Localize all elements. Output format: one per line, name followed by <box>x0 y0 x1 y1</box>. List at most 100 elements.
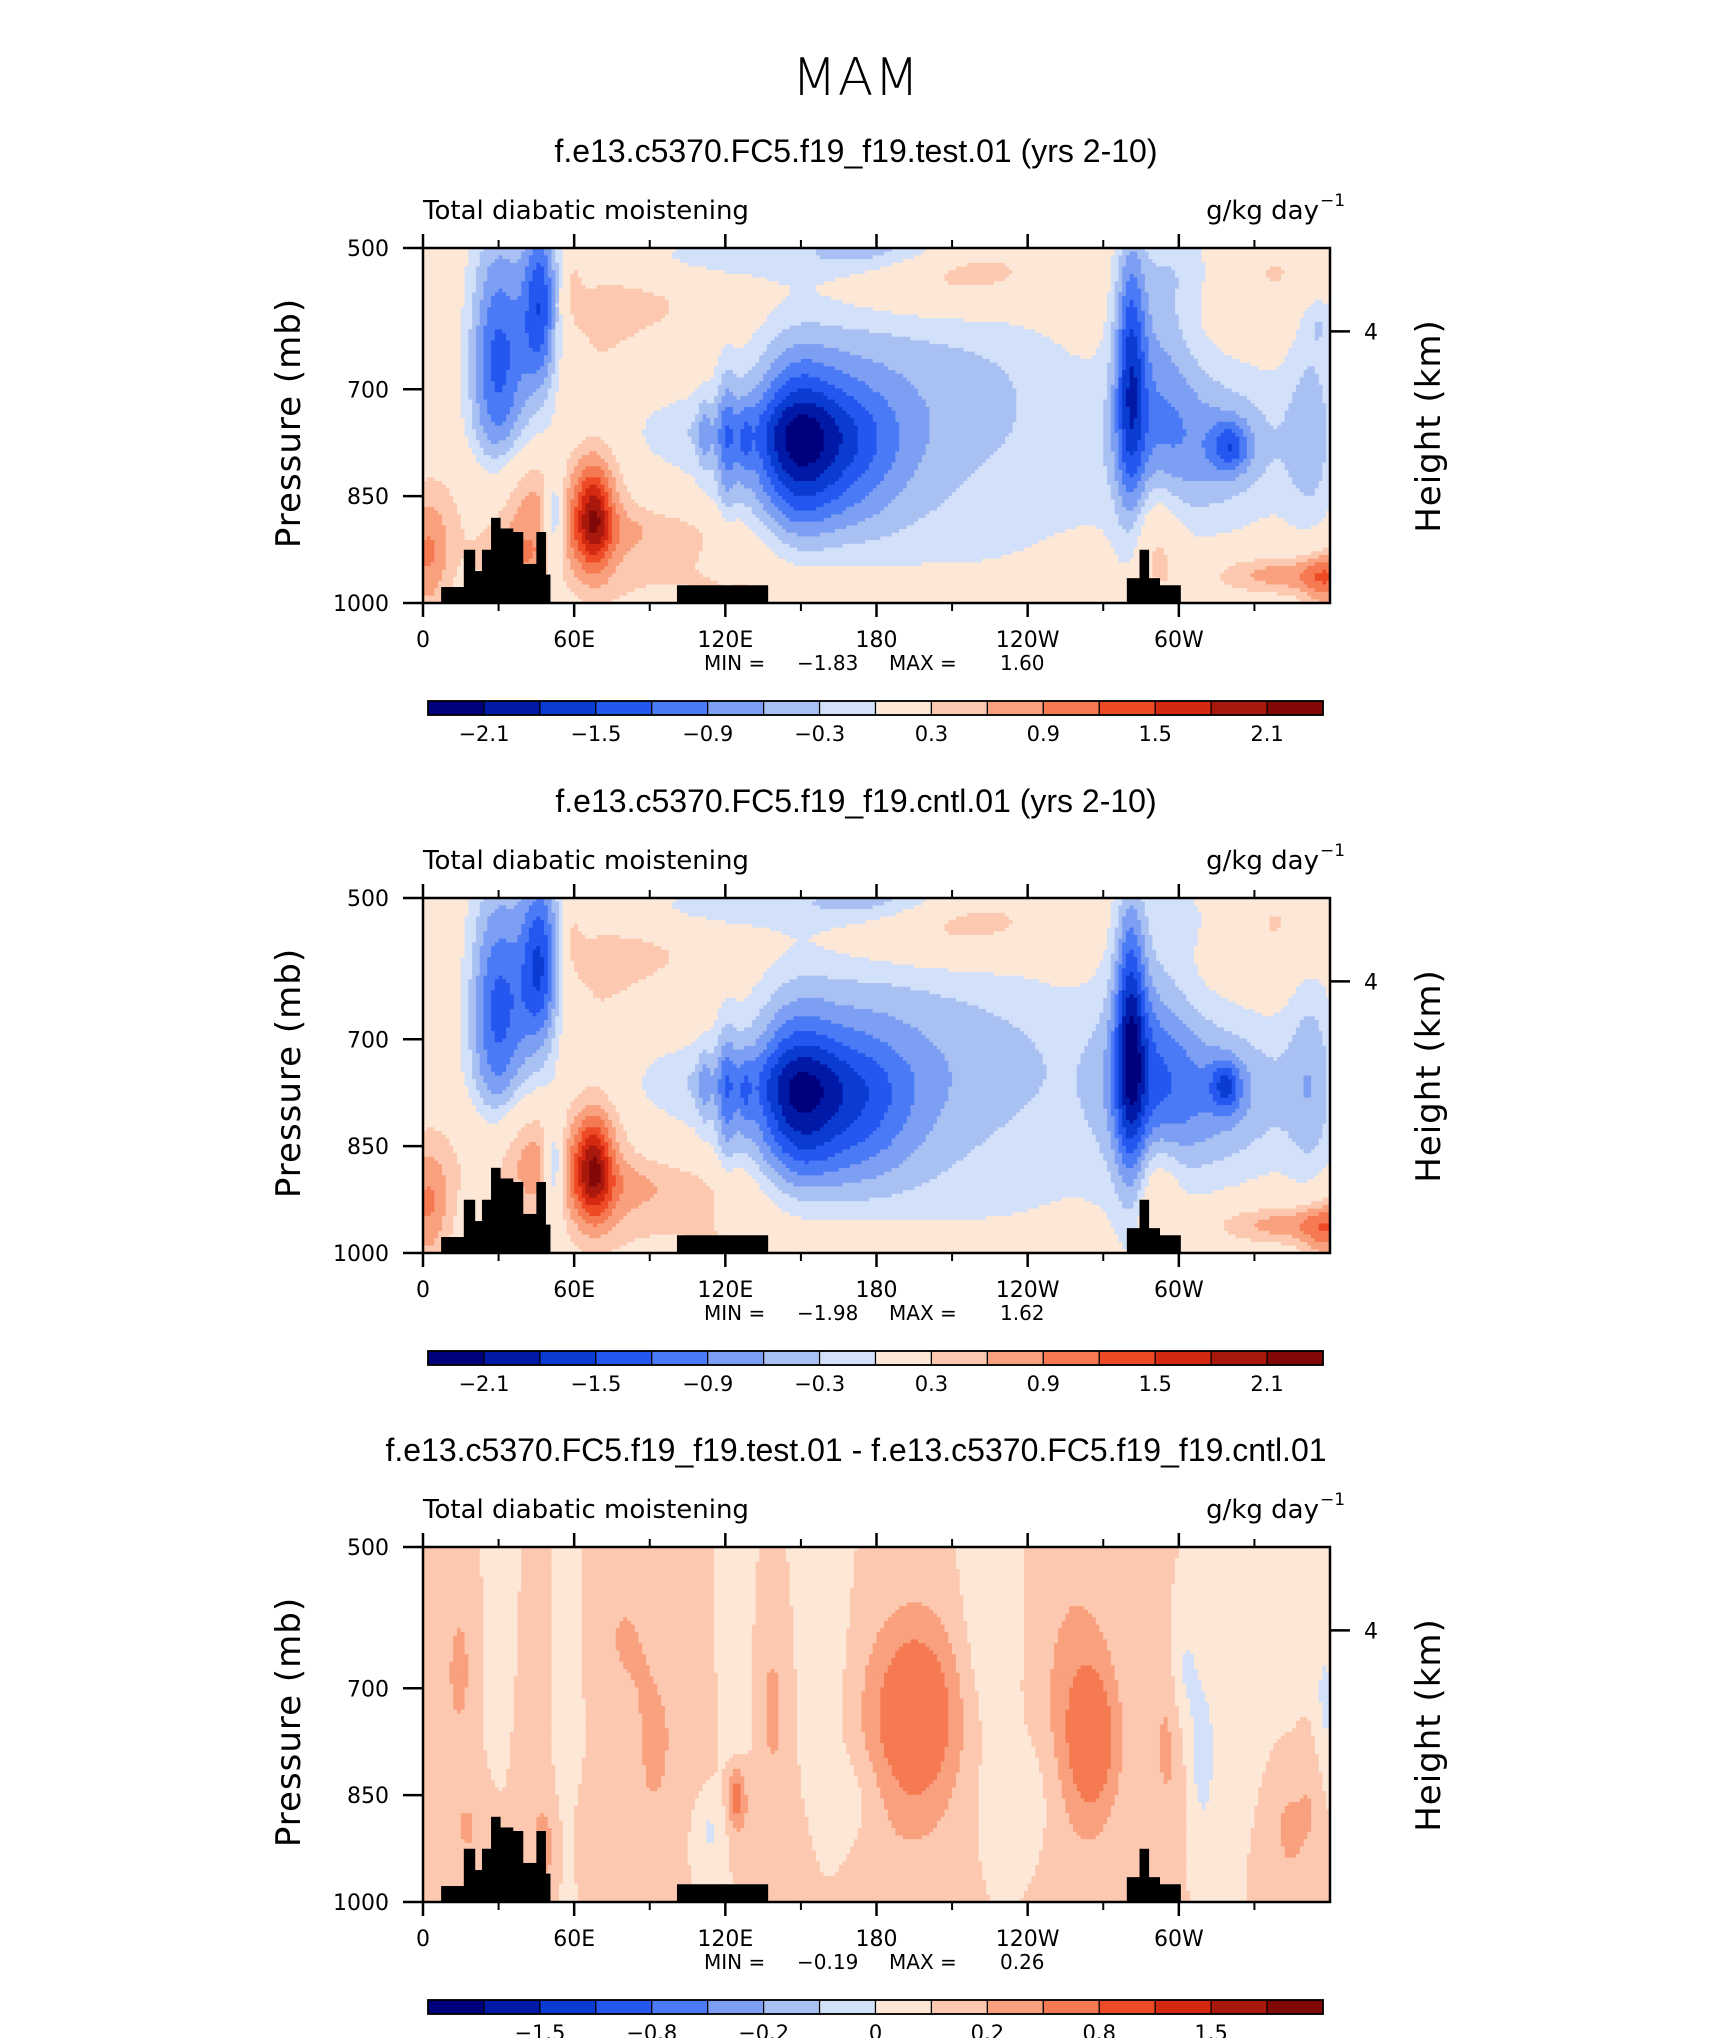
contour-cell <box>778 1075 794 1080</box>
contour-cell <box>525 329 545 334</box>
contour-cell <box>1137 344 1142 349</box>
contour-cell <box>509 362 545 367</box>
contour-cell <box>570 525 575 530</box>
contour-cell <box>468 912 481 918</box>
contour-cell <box>1141 495 1150 501</box>
contour-cell <box>423 971 462 977</box>
contour-cell <box>1178 410 1237 416</box>
contour-cell <box>774 532 798 538</box>
contour-cell <box>729 425 745 430</box>
contour-cell <box>774 407 787 412</box>
contour-cell <box>789 1090 825 1095</box>
contour-cell <box>763 1112 776 1117</box>
contour-cell <box>1114 934 1123 940</box>
contour-cell <box>472 964 481 969</box>
contour-cell <box>468 366 477 371</box>
contour-cell <box>1148 957 1157 962</box>
contour-cell <box>1209 458 1225 464</box>
contour-cell <box>562 934 571 940</box>
contour-cell <box>1322 469 1331 475</box>
contour-cell <box>706 266 881 271</box>
contour-cell <box>884 362 999 367</box>
contour-cell <box>423 1020 462 1025</box>
contour-cell <box>547 392 556 397</box>
contour-cell <box>1099 340 1112 345</box>
contour-cell <box>1114 466 1119 471</box>
contour-cell <box>1122 1075 1127 1080</box>
contour-cell <box>1046 536 1108 541</box>
contour-cell <box>687 521 745 526</box>
y-tick-label: 1000 <box>333 592 389 617</box>
contour-cell <box>1148 351 1169 356</box>
contour-cell <box>1303 1082 1312 1088</box>
contour-cell <box>1016 395 1108 401</box>
contour-cell <box>475 979 485 984</box>
contour-cell <box>1008 923 1112 929</box>
contour-cell <box>819 377 859 382</box>
contour-cell <box>872 418 896 423</box>
contour-cell <box>460 971 473 977</box>
contour-cell <box>740 1064 764 1069</box>
contour-cell <box>423 540 435 545</box>
contour-cell <box>1141 358 1146 364</box>
contour-cell <box>513 514 541 519</box>
contour-cell <box>1020 1027 1097 1032</box>
contour-cell <box>551 986 556 992</box>
contour-cell <box>555 336 564 342</box>
contour-cell <box>521 499 541 504</box>
contour-cell <box>748 340 772 345</box>
contour-cell <box>460 1005 469 1010</box>
contour-cell <box>1118 392 1123 397</box>
contour-cell <box>1303 979 1320 984</box>
contour-cell <box>1118 1001 1123 1006</box>
contour-cell <box>1231 1086 1237 1091</box>
contour-cell <box>1107 946 1116 951</box>
contour-cell <box>562 273 571 279</box>
contour-cell <box>751 447 757 452</box>
contour-cell <box>1141 362 1146 367</box>
contour-cell <box>559 506 564 512</box>
contour-cell <box>1114 1038 1119 1043</box>
contour-cell <box>468 373 477 379</box>
contour-cell <box>1326 436 1331 441</box>
contour-cell <box>740 436 768 441</box>
contour-cell <box>577 1112 609 1117</box>
contour-cell <box>653 410 700 416</box>
contour-cell <box>778 455 791 460</box>
contour-cell <box>1095 971 1112 977</box>
contour-cell <box>1227 1075 1237 1080</box>
contour-cell <box>955 916 1010 921</box>
contour-cell <box>623 480 696 486</box>
contour-cell <box>547 934 553 940</box>
contour-cell <box>1118 314 1123 319</box>
contour-cell <box>536 1086 587 1091</box>
contour-cell <box>1231 1090 1237 1095</box>
contour-cell <box>483 333 496 338</box>
contour-cell <box>1303 370 1316 375</box>
contour-cell <box>479 949 492 955</box>
contour-cell <box>1235 432 1244 438</box>
contour-cell <box>479 968 488 973</box>
contour-cell <box>751 488 764 493</box>
contour-field <box>423 248 1331 604</box>
contour-cell <box>1122 503 1138 508</box>
contour-cell <box>615 488 628 493</box>
contour-cell <box>967 262 1006 268</box>
contour-cell <box>423 1023 462 1029</box>
contour-cell <box>423 1034 462 1040</box>
contour-cell <box>1084 1049 1104 1054</box>
contour-cell <box>1125 957 1138 962</box>
contour-cell <box>460 307 473 312</box>
contour-cell <box>543 329 549 334</box>
contour-cell <box>1118 296 1123 301</box>
contour-cell <box>562 990 594 995</box>
contour-cell <box>1122 373 1131 379</box>
contour-cell <box>1042 1082 1078 1088</box>
contour-cell <box>642 536 704 541</box>
contour-cell <box>789 543 844 549</box>
contour-cell <box>585 529 590 534</box>
contour-cell <box>717 407 726 412</box>
contour-cell <box>1201 366 1259 371</box>
contour-cell <box>1144 912 1203 918</box>
contour-cell <box>1231 429 1244 434</box>
